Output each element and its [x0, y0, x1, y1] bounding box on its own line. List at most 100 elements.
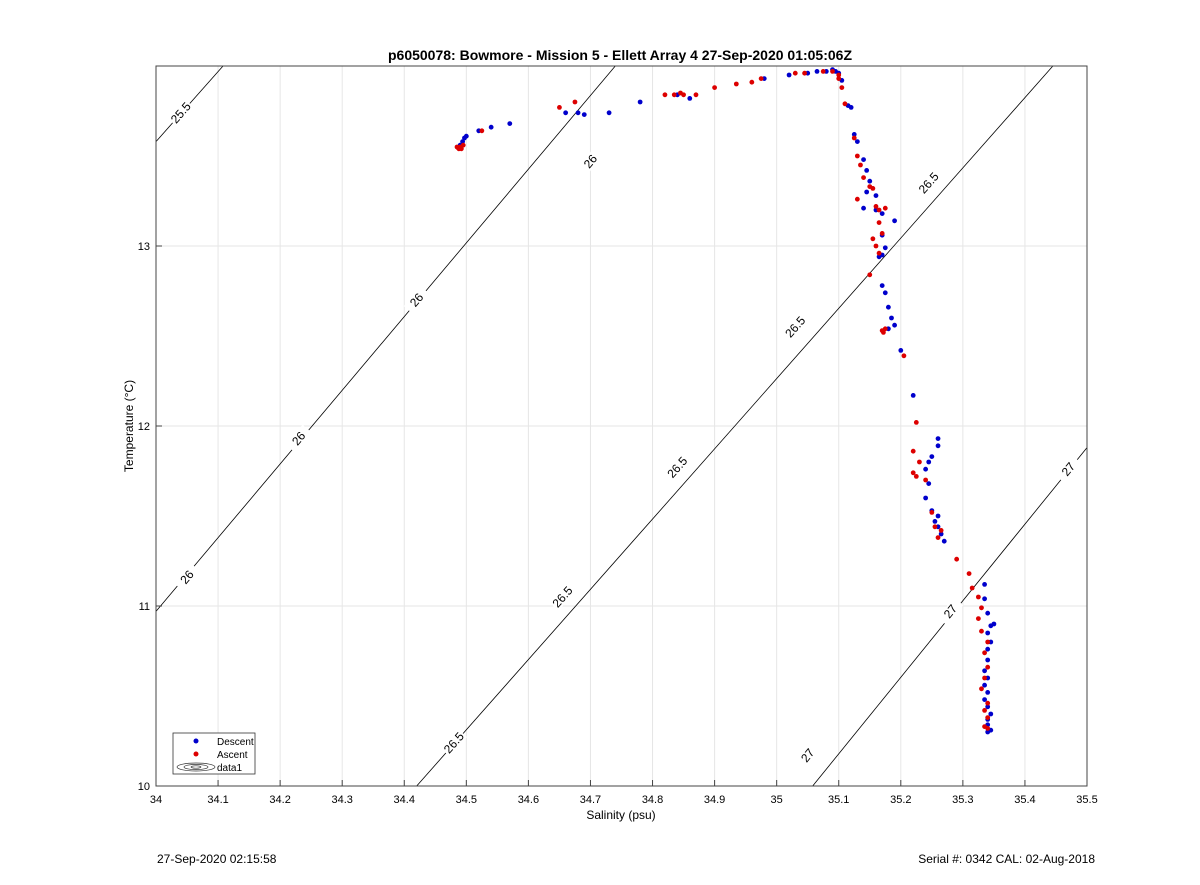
x-tick-label: 34.2 — [269, 794, 290, 806]
y-axis-label: Temperature (°C) — [122, 380, 136, 472]
point-ascent — [929, 510, 935, 515]
point-descent — [606, 110, 612, 116]
footer-timestamp: 27-Sep-2020 02:15:58 — [157, 852, 277, 866]
point-ascent — [982, 650, 987, 656]
legend-box — [172, 732, 256, 775]
point-ascent — [979, 628, 984, 634]
point-ascent — [749, 79, 755, 85]
x-tick-label: 35.2 — [890, 794, 911, 806]
point-descent — [926, 459, 932, 465]
point-ascent — [985, 639, 991, 645]
point-ascent — [985, 726, 991, 731]
point-descent — [873, 193, 879, 199]
point-ascent — [913, 474, 919, 479]
point-ascent — [954, 556, 960, 562]
point-ascent — [917, 459, 922, 465]
contour-label-mask — [664, 453, 691, 482]
point-ascent — [842, 101, 848, 107]
point-descent — [885, 304, 891, 310]
point-ascent — [867, 272, 873, 278]
contour-label-mask — [403, 286, 430, 314]
point-descent — [460, 139, 466, 145]
point-ascent — [455, 145, 461, 151]
point-ascent — [870, 236, 876, 242]
point-ascent — [913, 420, 919, 425]
point-descent — [687, 96, 693, 101]
point-ascent — [985, 664, 991, 670]
point-ascent — [876, 207, 882, 213]
point-ascent — [938, 528, 944, 533]
point-ascent — [876, 250, 882, 256]
point-descent — [935, 443, 941, 449]
point-descent — [879, 211, 885, 217]
point-descent — [982, 682, 987, 688]
point-descent — [988, 711, 994, 717]
point-ascent — [882, 326, 888, 332]
chart-title: p6050078: Bowmore - Mission 5 - Ellett A… — [388, 47, 852, 63]
point-ascent — [792, 70, 798, 76]
point-descent — [941, 538, 947, 544]
point-descent — [985, 646, 991, 652]
y-axis-ticks: 10 11 12 13 — [138, 241, 162, 793]
point-ascent — [985, 715, 991, 720]
contour-label-mask — [1055, 455, 1082, 484]
point-ascent — [935, 535, 941, 540]
contour-label-mask — [794, 741, 821, 770]
point-ascent — [966, 571, 972, 576]
point-descent — [488, 124, 494, 130]
point-ascent — [572, 99, 578, 105]
point-ascent — [932, 524, 938, 530]
x-tick-label: 34.4 — [394, 794, 415, 806]
point-descent — [985, 690, 991, 695]
x-tick-label: 34.9 — [704, 794, 725, 806]
point-descent — [985, 729, 991, 735]
point-descent — [861, 157, 866, 163]
point-descent — [982, 596, 987, 602]
point-ascent — [851, 135, 857, 141]
data-points — [454, 67, 997, 735]
point-descent — [982, 668, 987, 674]
point-ascent — [910, 448, 916, 454]
point-descent — [892, 322, 897, 328]
contour-line-26.5 — [416, 65, 1054, 787]
point-descent — [786, 72, 792, 78]
contour-label-mask — [782, 313, 809, 341]
point-ascent — [712, 85, 717, 90]
point-ascent — [671, 92, 677, 98]
point-ascent — [758, 76, 764, 81]
point-descent — [988, 623, 994, 629]
point-descent — [985, 704, 991, 710]
point-ascent — [662, 92, 668, 98]
x-tick-label: 34.7 — [580, 794, 601, 806]
point-descent — [898, 348, 904, 353]
x-tick-label: 34.5 — [456, 794, 477, 806]
point-descent — [581, 112, 587, 117]
point-descent — [814, 69, 820, 74]
contour-label-mask — [167, 99, 194, 127]
point-ascent — [557, 105, 562, 110]
contour-line-26 — [155, 65, 616, 612]
contour-label-mask — [577, 147, 604, 176]
point-descent — [892, 218, 897, 224]
point-descent — [923, 466, 929, 472]
point-ascent — [693, 92, 699, 98]
x-axis-ticks: 34 34.1 34.2 34.3 34.4 34.5 34.6 34.7 34.8 34.9 35… — [150, 780, 1098, 806]
x-tick-label: 35.3 — [952, 794, 973, 806]
point-ascent — [681, 92, 686, 98]
legend: Descent Ascent data1 — [172, 732, 256, 775]
point-descent — [935, 513, 941, 519]
point-descent — [876, 254, 882, 260]
point-descent — [882, 290, 888, 296]
point-ascent — [873, 243, 879, 249]
point-ascent — [839, 85, 845, 90]
point-descent — [889, 315, 894, 321]
point-descent — [910, 393, 916, 398]
legend-marker-ascent — [193, 751, 199, 757]
x-tick-label: 34.6 — [518, 794, 539, 806]
point-descent — [935, 436, 941, 441]
point-descent — [563, 110, 569, 116]
point-descent — [879, 283, 885, 288]
point-ascent — [876, 220, 882, 226]
x-tick-label: 34.3 — [331, 794, 352, 806]
